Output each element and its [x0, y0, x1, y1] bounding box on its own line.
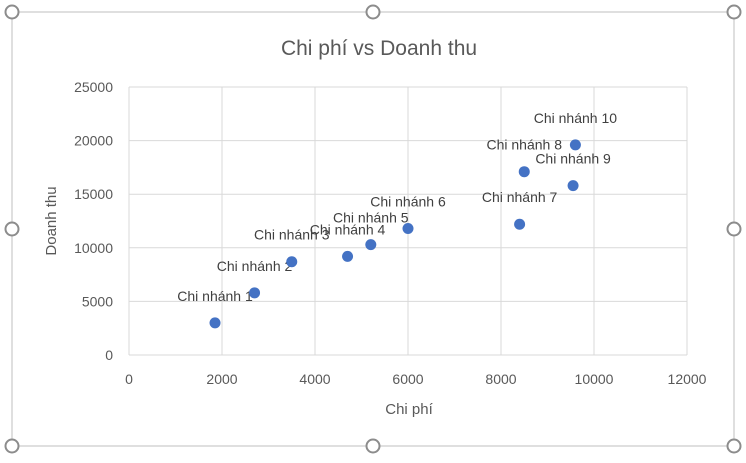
resize-handle[interactable]	[726, 4, 742, 20]
resize-handle[interactable]	[726, 221, 742, 237]
resize-handle[interactable]	[4, 4, 20, 20]
y-tick-label: 0	[105, 347, 113, 363]
data-label: Chi nhánh 9	[535, 151, 611, 167]
resize-handle[interactable]	[365, 4, 381, 20]
resize-handle[interactable]	[726, 438, 742, 454]
data-label: Chi nhánh 6	[370, 194, 446, 210]
x-tick-label: 8000	[485, 371, 516, 387]
x-tick-label: 6000	[392, 371, 423, 387]
data-label: Chi nhánh 1	[177, 288, 253, 304]
chart-title: Chi phí vs Doanh thu	[281, 37, 477, 60]
data-point[interactable]	[567, 180, 579, 192]
y-tick-label: 25000	[74, 79, 113, 95]
x-tick-label: 2000	[206, 371, 237, 387]
chart-frame	[11, 11, 735, 447]
data-point[interactable]	[514, 218, 526, 230]
x-tick-label: 10000	[575, 371, 614, 387]
data-point[interactable]	[249, 287, 261, 299]
data-point[interactable]	[518, 166, 530, 178]
tick-labels: 0 2000 4000 6000 8000 10000 12000 0 5000 10000 150…	[74, 79, 707, 387]
y-tick-label: 5000	[82, 293, 113, 309]
resize-handle[interactable]	[4, 221, 20, 237]
data-point[interactable]	[402, 223, 414, 235]
data-point[interactable]	[286, 256, 298, 268]
data-label: Chi nhánh 3	[254, 227, 330, 243]
data-label: Chi nhánh 4	[310, 221, 386, 237]
data-point[interactable]	[365, 239, 377, 251]
y-axis-title: Doanh thu	[43, 186, 60, 255]
x-axis-title: Chi phí	[385, 401, 433, 418]
y-tick-label: 10000	[74, 240, 113, 256]
resize-handle[interactable]	[365, 438, 381, 454]
data-label: Chi nhánh 7	[482, 189, 558, 205]
x-tick-label: 4000	[299, 371, 330, 387]
data-point[interactable]	[569, 139, 581, 151]
data-label: Chi nhánh 10	[534, 110, 618, 126]
resize-handle[interactable]	[4, 438, 20, 454]
x-tick-label: 12000	[668, 371, 707, 387]
y-tick-label: 15000	[74, 186, 113, 202]
data-point[interactable]	[342, 250, 354, 262]
data-label: Chi nhánh 2	[217, 258, 293, 274]
data-label: Chi nhánh 5	[333, 210, 409, 226]
gridlines	[128, 86, 688, 356]
selection-handles	[4, 4, 742, 454]
data-point[interactable]	[209, 317, 221, 329]
data-label: Chi nhánh 8	[486, 137, 562, 153]
x-tick-label: 0	[125, 371, 133, 387]
y-tick-label: 20000	[74, 133, 113, 149]
